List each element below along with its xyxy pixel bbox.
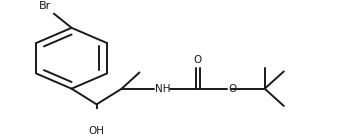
Text: O: O	[194, 55, 202, 65]
Text: O: O	[229, 84, 237, 94]
Text: Br: Br	[39, 1, 51, 11]
Text: OH: OH	[89, 126, 104, 136]
Text: NH: NH	[155, 84, 171, 94]
